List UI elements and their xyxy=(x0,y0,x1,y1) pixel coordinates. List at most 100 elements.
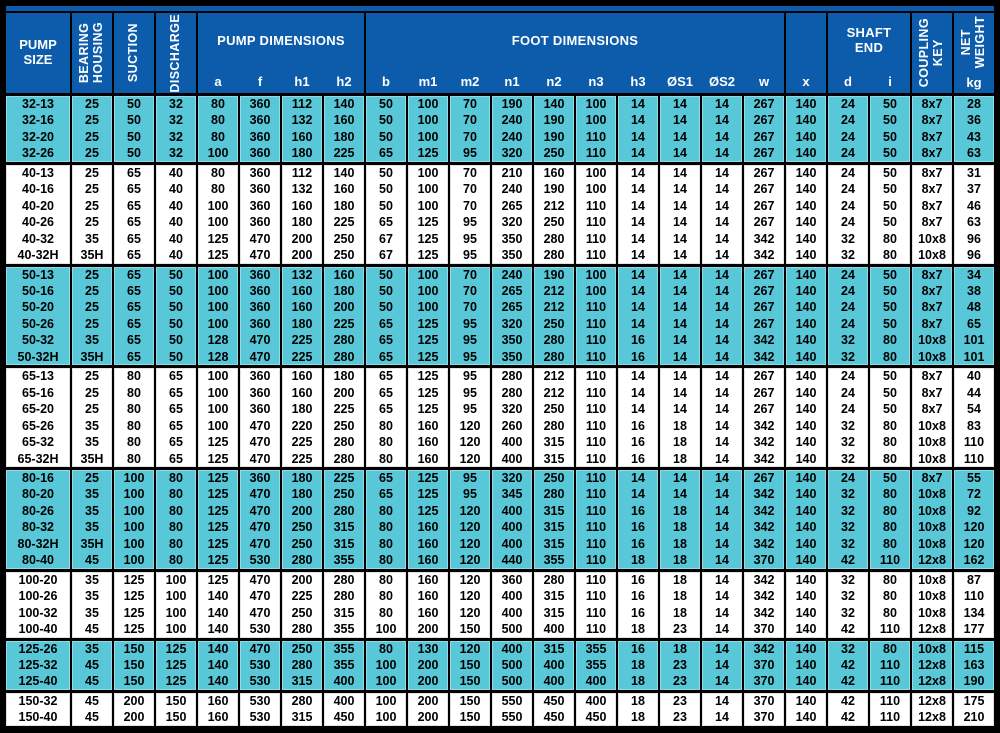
value: 360 xyxy=(249,198,271,213)
cell-n2: 140 190 190 250 xyxy=(534,96,574,162)
value: 267 xyxy=(753,165,775,180)
value: 50-16 xyxy=(22,283,54,298)
value: 160 xyxy=(333,267,355,282)
value: 200 xyxy=(291,248,313,263)
cell-i: 50 50 50 50 80 80 xyxy=(870,164,910,264)
value: 80 xyxy=(883,349,897,364)
value: 16 xyxy=(631,349,645,364)
value: 18 xyxy=(631,657,645,672)
value: 23 xyxy=(673,693,687,708)
cell-suction: 65 65 65 65 65 65 xyxy=(114,164,154,264)
value: 370 xyxy=(753,553,775,568)
value: 250 xyxy=(291,536,313,551)
value: 65 xyxy=(127,316,141,331)
value: 125 xyxy=(165,674,187,689)
value: 50 xyxy=(379,300,393,315)
value: 110 xyxy=(585,248,607,263)
cell-m1: 125 125 125 160 160 160 xyxy=(408,368,448,467)
value: 50 xyxy=(379,198,393,213)
value: 267 xyxy=(753,316,775,331)
value: 35 xyxy=(85,605,99,620)
value: 110 xyxy=(585,231,607,246)
value: 42 xyxy=(841,674,855,689)
value: 10x8 xyxy=(918,572,946,587)
value: 160 xyxy=(417,536,439,551)
value: 8x7 xyxy=(921,146,943,161)
value: 360 xyxy=(249,182,271,197)
value: 140 xyxy=(795,572,817,587)
value: 140 xyxy=(795,333,817,348)
value: 110 xyxy=(585,451,607,466)
column-header-f: f xyxy=(257,73,263,89)
value: 320 xyxy=(501,215,523,230)
value: 80 xyxy=(127,418,141,433)
cell-S2: 14 14 14 14 14 14 xyxy=(702,164,742,264)
value: 225 xyxy=(333,402,355,417)
value: 38 xyxy=(967,283,981,298)
value: 32 xyxy=(841,451,855,466)
cell-h3: 16 18 18 xyxy=(618,640,658,690)
value: 200 xyxy=(417,622,439,637)
value: 280 xyxy=(543,418,565,433)
value: 50 xyxy=(379,165,393,180)
value: 180 xyxy=(291,402,313,417)
value: 470 xyxy=(249,435,271,450)
value: 100 xyxy=(417,129,439,144)
cell-b: 50 50 50 65 xyxy=(366,96,406,162)
value: 24 xyxy=(841,316,855,331)
value: 125 xyxy=(165,657,187,672)
value: 280 xyxy=(333,333,355,348)
value: 450 xyxy=(543,693,565,708)
value: 65 xyxy=(169,451,183,466)
value: 70 xyxy=(463,129,477,144)
value: 280 xyxy=(543,349,565,364)
value: 16 xyxy=(631,641,645,656)
value: 14 xyxy=(715,435,729,450)
value: 400 xyxy=(333,674,355,689)
value: 160 xyxy=(417,553,439,568)
cell-a: 80 80 80 100 xyxy=(198,96,238,162)
value: 95 xyxy=(463,215,477,230)
value: 24 xyxy=(841,215,855,230)
value: 70 xyxy=(463,97,477,111)
value: 36 xyxy=(967,113,981,128)
cell-f: 360 470 470 470 470 530 xyxy=(240,469,280,569)
value: 32 xyxy=(169,97,183,111)
value: 50 xyxy=(127,129,141,144)
value: 260 xyxy=(501,418,523,433)
x-spacer xyxy=(786,13,826,69)
value: 120 xyxy=(963,520,985,535)
value: 450 xyxy=(333,710,355,725)
header-discharge-label: DISCHARGE xyxy=(168,13,183,93)
cell-b: 65 65 65 80 80 80 xyxy=(366,368,406,467)
value: 110 xyxy=(585,369,607,384)
value: 267 xyxy=(753,300,775,315)
cell-discharge: 50 50 50 50 50 50 xyxy=(156,266,196,366)
cell-x: 140 140 140 140 xyxy=(786,96,826,162)
value: 110 xyxy=(585,487,607,502)
cell-m1: 100 100 100 125 125 125 xyxy=(408,266,448,366)
value: 342 xyxy=(753,536,775,551)
cell-d: 32 32 32 42 xyxy=(828,571,868,638)
value: 23 xyxy=(673,674,687,689)
value: 190 xyxy=(543,267,565,282)
value: 120 xyxy=(459,520,481,535)
value: 150 xyxy=(123,657,145,672)
cell-f: 530 530 xyxy=(240,692,280,726)
value: 160 xyxy=(207,693,229,708)
value: 267 xyxy=(753,129,775,144)
value: 18 xyxy=(673,572,687,587)
value: 470 xyxy=(249,231,271,246)
value: 32 xyxy=(169,146,183,161)
value: 18 xyxy=(673,435,687,450)
value: 10x8 xyxy=(918,231,946,246)
value: 350 xyxy=(501,248,523,263)
value: 40 xyxy=(169,165,183,180)
value: 32-20 xyxy=(22,129,54,144)
value: 54 xyxy=(967,402,981,417)
value: 45 xyxy=(85,674,99,689)
value: 80 xyxy=(883,248,897,263)
value: 250 xyxy=(543,146,565,161)
cell-h3: 18 18 xyxy=(618,692,658,726)
value: 14 xyxy=(673,129,687,144)
